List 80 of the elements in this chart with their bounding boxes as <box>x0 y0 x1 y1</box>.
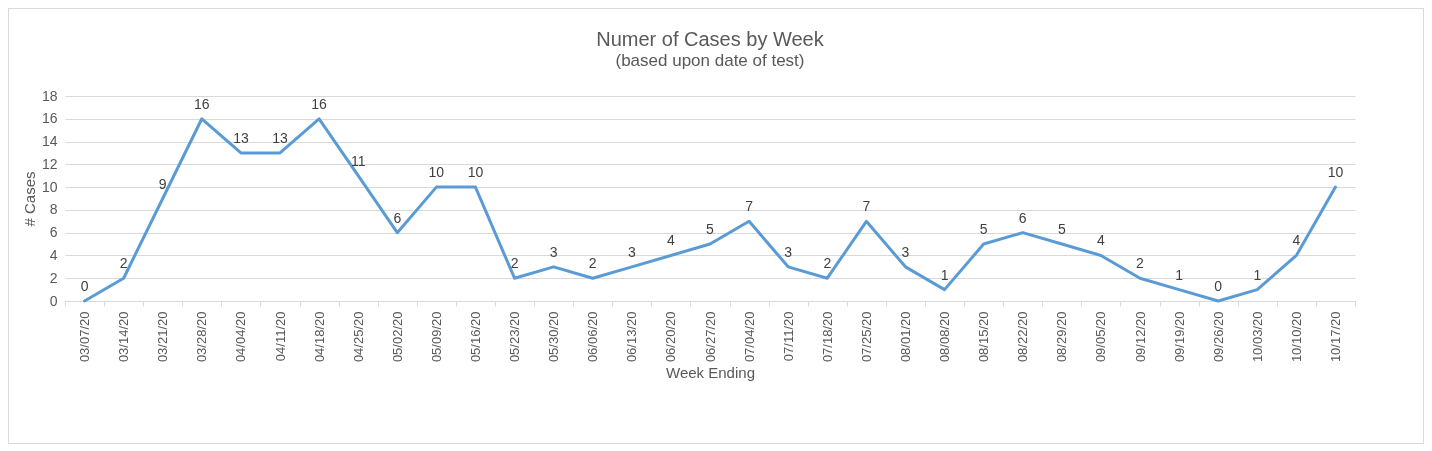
x-tick-label: 07/18/20 <box>819 311 835 363</box>
x-tick-label: 09/19/20 <box>1171 311 1187 363</box>
data-label: 5 <box>706 221 715 238</box>
x-tick-label: 10/03/20 <box>1249 311 1265 363</box>
data-label: 2 <box>1136 255 1145 272</box>
x-tick-label: 05/30/20 <box>546 311 562 363</box>
data-label: 3 <box>627 243 636 260</box>
data-label: 9 <box>158 175 167 192</box>
data-label: 10 <box>1327 164 1344 181</box>
x-tick-label: 03/14/20 <box>116 311 132 363</box>
x-tick-label: 04/11/20 <box>272 311 288 362</box>
data-label: 6 <box>1018 209 1027 226</box>
data-label: 3 <box>784 243 793 260</box>
data-label: 1 <box>940 266 949 283</box>
data-label: 10 <box>428 164 445 181</box>
y-tick-label: 6 <box>49 224 58 241</box>
y-tick-label: 18 <box>41 87 58 104</box>
y-tick-label: 14 <box>41 133 58 150</box>
y-tick-label: 4 <box>49 246 58 263</box>
data-label: 2 <box>823 255 832 272</box>
y-axis-title: # Cases <box>20 171 38 227</box>
data-label: 3 <box>901 243 910 260</box>
data-label: 5 <box>979 221 988 238</box>
data-label: 6 <box>393 209 402 226</box>
y-tick-label: 12 <box>41 155 58 172</box>
data-label: 11 <box>350 152 366 169</box>
x-tick-label: 06/27/20 <box>702 311 718 363</box>
data-label: 2 <box>510 255 519 272</box>
x-tick-label: 05/09/20 <box>428 311 444 363</box>
chart-title: Numer of Cases by Week <box>596 28 825 50</box>
data-label: 4 <box>1097 232 1106 249</box>
x-tick-label: 09/26/20 <box>1210 311 1226 363</box>
x-tick-label: 10/17/20 <box>1327 311 1343 363</box>
x-tick-label: 03/07/20 <box>77 311 93 363</box>
data-label: 3 <box>549 243 558 260</box>
x-tick-label: 04/25/20 <box>350 311 366 363</box>
chart-subtitle: (based upon date of test) <box>615 51 805 70</box>
y-tick-label: 0 <box>49 292 58 309</box>
data-label: 4 <box>667 232 676 249</box>
data-label: 0 <box>80 278 89 294</box>
x-tick-label: 08/22/20 <box>1015 311 1031 363</box>
data-label: 13 <box>233 129 249 146</box>
data-label: 1 <box>1175 266 1184 283</box>
y-tick-label: 2 <box>49 269 58 286</box>
y-tick-label: 16 <box>41 110 58 127</box>
x-tick-label: 05/23/20 <box>507 311 523 363</box>
data-label: 4 <box>1292 232 1301 249</box>
x-tick-label: 07/04/20 <box>741 311 757 363</box>
x-tick-label: 06/13/20 <box>624 311 640 363</box>
x-tick-label: 08/15/20 <box>976 311 992 363</box>
x-tick-label: 04/18/20 <box>311 311 327 363</box>
data-label: 2 <box>119 255 128 272</box>
x-tick-label: 07/25/20 <box>858 311 874 363</box>
data-label: 0 <box>1214 278 1223 294</box>
data-label: 16 <box>194 95 210 112</box>
x-tick-label: 05/16/20 <box>467 311 483 363</box>
data-label: 5 <box>1057 221 1066 238</box>
data-label: 10 <box>467 164 484 181</box>
x-tick-label: 04/04/20 <box>233 311 249 363</box>
x-tick-label: 08/01/20 <box>897 311 913 363</box>
data-label: 2 <box>588 255 597 272</box>
data-label: 16 <box>311 95 328 112</box>
data-label: 13 <box>272 129 288 146</box>
data-label: 1 <box>1253 266 1262 283</box>
y-tick-label: 10 <box>41 178 58 195</box>
x-tick-label: 07/11/20 <box>780 311 796 362</box>
x-tick-label: 06/06/20 <box>585 311 601 363</box>
x-tick-label: 09/12/20 <box>1132 311 1148 363</box>
x-tick-label: 09/05/20 <box>1093 311 1109 363</box>
x-tick-label: 08/29/20 <box>1054 311 1070 363</box>
x-tick-label: 03/28/20 <box>194 311 210 363</box>
data-label: 7 <box>745 198 754 215</box>
x-tick-label: 05/02/20 <box>389 311 405 363</box>
x-tick-label: 10/10/20 <box>1288 311 1304 363</box>
x-axis-title: Week Ending <box>666 364 755 382</box>
y-tick-label: 8 <box>49 201 58 218</box>
x-tick-label: 08/08/20 <box>937 311 953 363</box>
x-tick-label: 06/20/20 <box>663 311 679 363</box>
x-tick-label: 03/21/20 <box>155 311 171 363</box>
data-label: 7 <box>862 198 871 215</box>
